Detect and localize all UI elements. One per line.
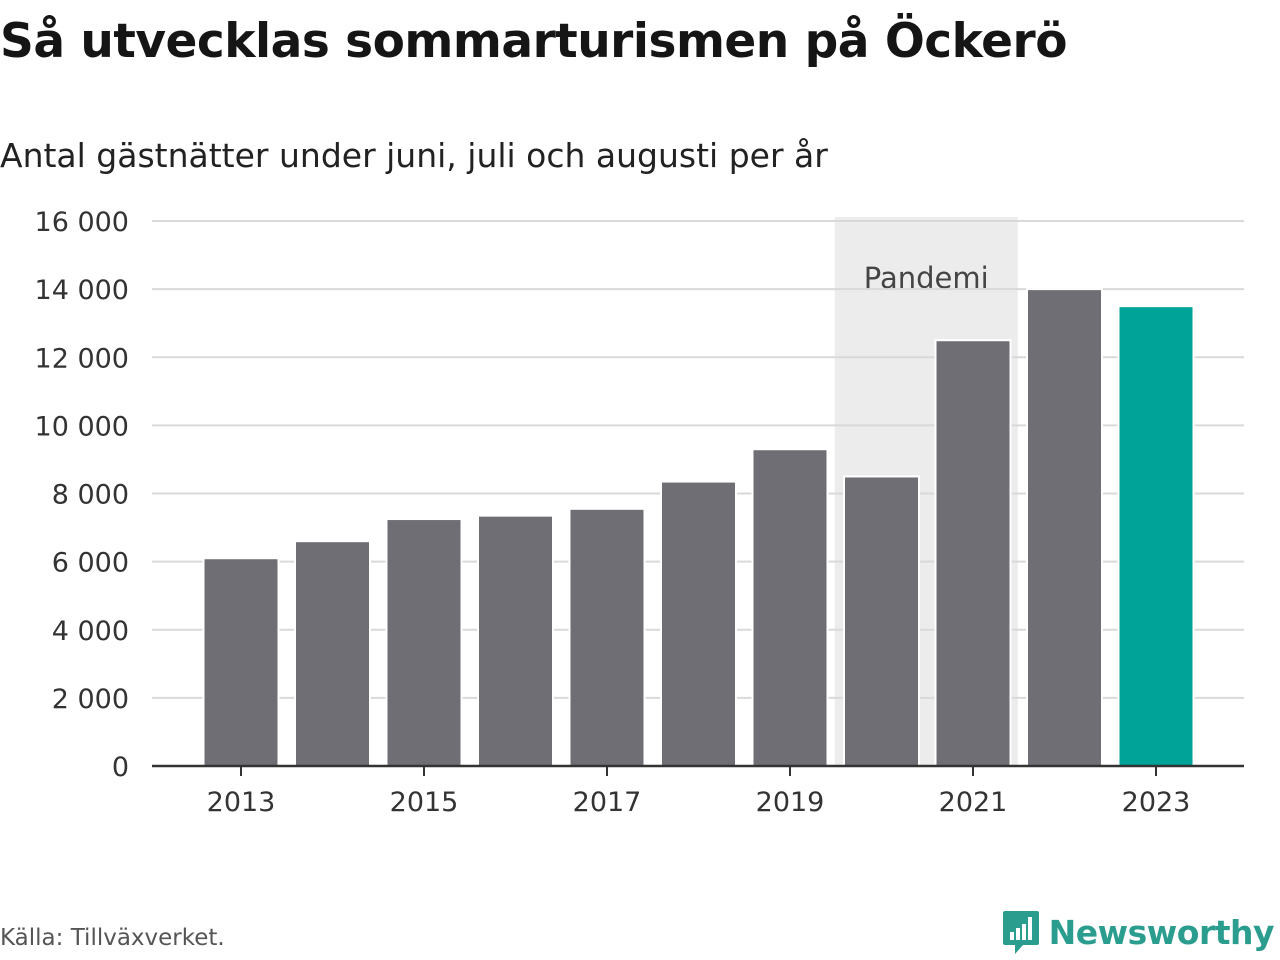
y-tick-label: 10 000 <box>35 411 129 442</box>
bar <box>385 518 463 767</box>
brand-logo: Newsworthy <box>1001 908 1275 956</box>
bar <box>477 514 554 767</box>
y-tick-label: 4 000 <box>52 616 129 647</box>
x-tick-label: 2021 <box>939 787 1008 818</box>
x-tick-label: 2013 <box>207 787 276 818</box>
chart-title: Så utvecklas sommarturismen på Öckerö <box>0 14 1068 69</box>
y-tick-label: 16 000 <box>35 207 129 238</box>
bar <box>202 557 280 767</box>
bar <box>843 475 920 767</box>
y-tick-label: 0 <box>112 752 129 783</box>
brand-name: Newsworthy <box>1048 912 1275 952</box>
bar <box>294 540 371 767</box>
y-tick-label: 12 000 <box>35 343 129 374</box>
bar <box>934 339 1012 767</box>
bar-chart-icon <box>1002 911 1039 954</box>
bar <box>751 448 829 767</box>
bar <box>660 480 737 767</box>
x-tick-label: 2023 <box>1122 787 1191 818</box>
bar <box>568 507 646 767</box>
x-tick-label: 2019 <box>756 787 825 818</box>
x-tick-label: 2015 <box>390 787 459 818</box>
y-tick-label: 2 000 <box>52 684 129 715</box>
bar <box>1026 288 1103 767</box>
y-tick-label: 14 000 <box>35 275 129 306</box>
y-tick-label: 6 000 <box>52 548 129 579</box>
bar <box>1117 305 1195 767</box>
chart-subtitle: Antal gästnätter under juni, juli och au… <box>0 136 828 175</box>
x-tick-label: 2017 <box>573 787 642 818</box>
y-tick-label: 8 000 <box>52 480 129 511</box>
source-note: Källa: Tillväxverket. <box>0 925 225 951</box>
